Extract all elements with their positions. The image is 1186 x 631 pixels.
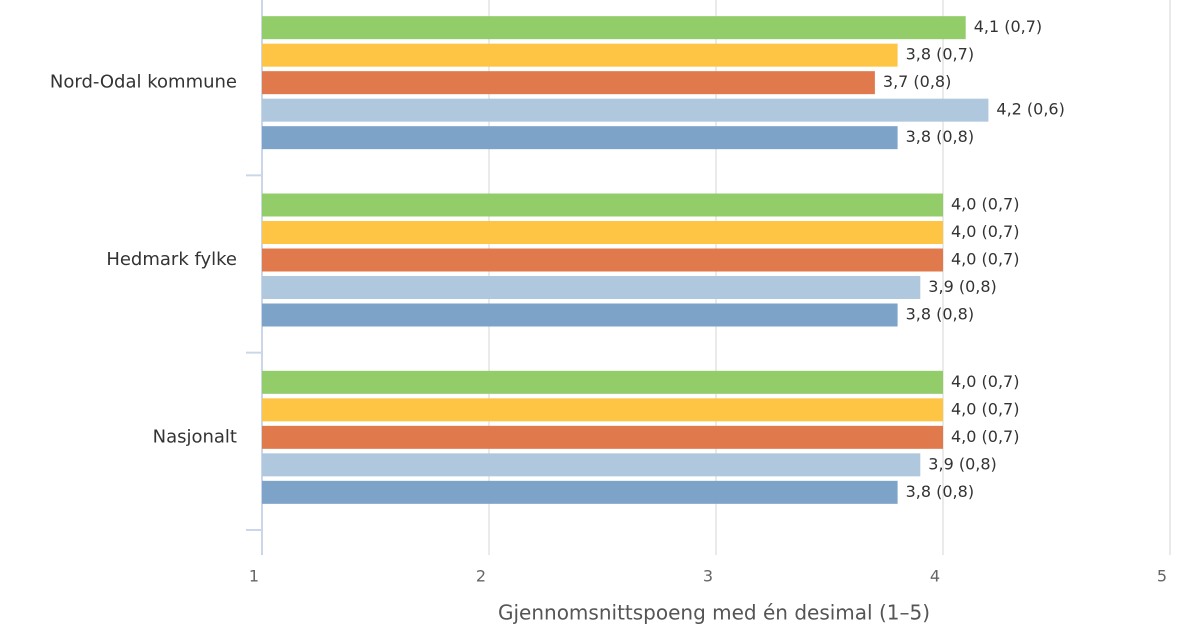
category-label: Hedmark fylke (106, 249, 237, 270)
value-label: 4,1 (0,7) (974, 17, 1042, 36)
value-label: 4,0 (0,7) (951, 250, 1019, 269)
value-label: 3,7 (0,8) (883, 72, 951, 91)
bar (262, 98, 989, 122)
bar (262, 303, 898, 327)
value-label: 4,0 (0,7) (951, 195, 1019, 214)
category-label: Nord-Odal kommune (50, 72, 237, 93)
bar (262, 16, 966, 40)
bar (262, 276, 921, 299)
x-tick-label: 2 (476, 567, 486, 586)
value-label: 4,0 (0,7) (951, 427, 1019, 446)
bar (262, 453, 921, 477)
bar (262, 425, 943, 449)
category-label: Nasjonalt (153, 426, 237, 447)
value-label: 3,8 (0,8) (906, 127, 974, 146)
value-label: 3,9 (0,8) (928, 277, 996, 296)
value-label: 3,8 (0,7) (906, 45, 974, 64)
bar (262, 43, 898, 67)
value-label: 3,9 (0,8) (928, 454, 996, 473)
value-label: 4,2 (0,6) (996, 100, 1064, 119)
x-tick-label: 5 (1157, 567, 1167, 586)
bar (262, 398, 943, 422)
bar (262, 221, 943, 244)
value-label: 4,0 (0,7) (951, 399, 1019, 418)
value-label: 4,0 (0,7) (951, 372, 1019, 391)
value-label: 3,8 (0,8) (906, 305, 974, 324)
x-tick-label: 4 (930, 567, 940, 586)
x-axis-title: Gjennomsnittspoeng med én desimal (1–5) (498, 601, 930, 625)
bar (262, 193, 943, 217)
bar (262, 370, 943, 394)
bar (262, 480, 898, 504)
x-tick-label: 1 (249, 567, 259, 586)
bar (262, 248, 943, 272)
bar (262, 71, 875, 95)
value-label: 3,8 (0,8) (906, 482, 974, 501)
value-label: 4,0 (0,7) (951, 222, 1019, 241)
bar (262, 126, 898, 150)
x-tick-label: 3 (703, 567, 713, 586)
